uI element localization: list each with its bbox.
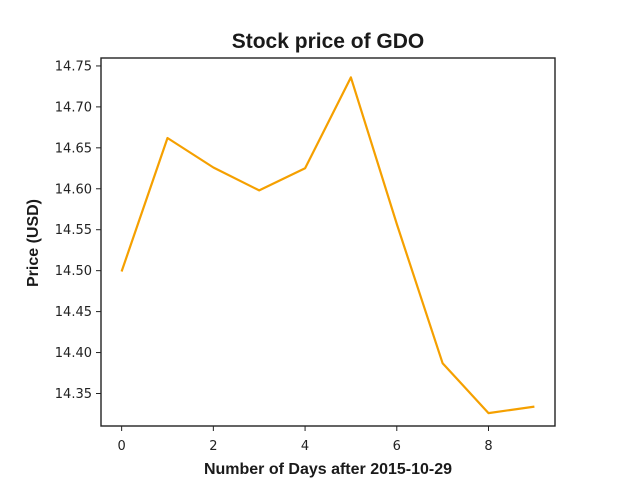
x-axis-label: Number of Days after 2015-10-29 [204, 461, 452, 478]
x-tick-label: 4 [301, 439, 309, 454]
y-axis-label: Price (USD) [25, 199, 42, 287]
y-tick-label: 14.55 [55, 223, 92, 238]
y-tick-label: 14.60 [55, 182, 92, 197]
y-tick-label: 14.45 [55, 305, 92, 320]
plot-area: 0 2 4 6 8 14.35 14.40 14.45 14.50 14.55 14.60 14.65… [55, 57, 556, 454]
x-tick-label: 8 [484, 439, 492, 454]
x-tick-label: 6 [393, 439, 401, 454]
plot-frame [100, 57, 556, 427]
x-tick-label: 2 [209, 439, 217, 454]
y-tick-label: 14.75 [55, 59, 92, 74]
y-tick-label: 14.50 [55, 264, 92, 279]
x-tick-label: 0 [117, 439, 125, 454]
y-tick-label: 14.35 [55, 387, 92, 402]
chart-title: Stock price of GDO [232, 30, 425, 53]
y-tick-label: 14.40 [55, 346, 92, 361]
y-tick-label: 14.65 [55, 141, 92, 156]
series-line-0 [120, 76, 535, 415]
y-tick-label: 14.70 [55, 100, 92, 115]
